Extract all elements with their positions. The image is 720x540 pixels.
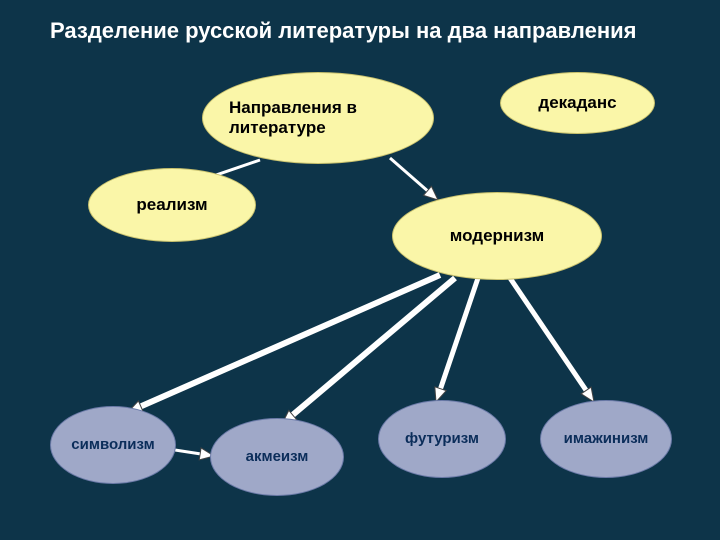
node-root: Направления в литературе xyxy=(202,72,434,164)
edge-line xyxy=(293,278,455,415)
edge-line xyxy=(510,278,586,390)
node-root-label: Направления в литературе xyxy=(229,98,423,137)
edge-line xyxy=(440,278,478,389)
node-realism-label: реализм xyxy=(136,195,207,215)
node-modernism-label: модернизм xyxy=(450,226,544,246)
edge-line xyxy=(141,275,440,406)
node-futurism-label: футуризм xyxy=(405,430,479,447)
node-futurism: футуризм xyxy=(378,400,506,478)
node-realism: реализм xyxy=(88,168,256,242)
node-symbolism: символизм xyxy=(50,406,176,484)
node-imaginism-label: имажинизм xyxy=(564,430,649,447)
edge-line xyxy=(175,450,200,454)
node-imaginism: имажинизм xyxy=(540,400,672,478)
edge-line xyxy=(390,158,427,191)
node-dekadans-label: декаданс xyxy=(538,93,616,113)
node-dekadans: декаданс xyxy=(500,72,655,134)
node-akmeism-label: акмеизм xyxy=(246,448,309,465)
node-modernism: модернизм xyxy=(392,192,602,280)
node-akmeism: акмеизм xyxy=(210,418,344,496)
node-symbolism-label: символизм xyxy=(71,436,154,453)
diagram-canvas: Разделение русской литературы на два нап… xyxy=(0,0,720,540)
